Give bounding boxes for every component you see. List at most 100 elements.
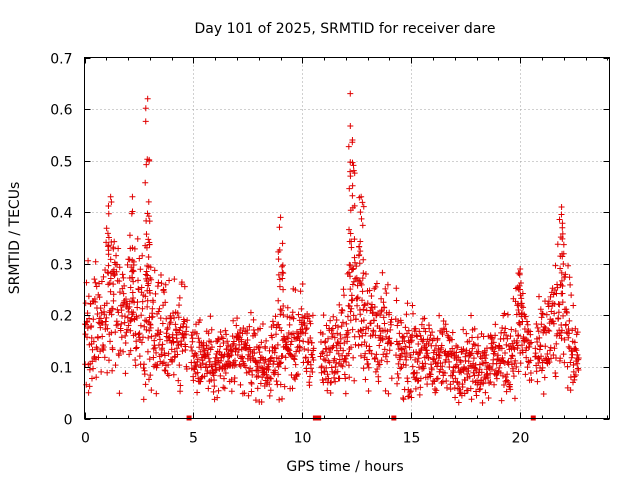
- data-point: [196, 317, 203, 324]
- data-point: [294, 371, 301, 378]
- data-point: [308, 365, 315, 372]
- data-point: [486, 380, 493, 387]
- data-point: [463, 330, 470, 337]
- data-point: [240, 325, 247, 332]
- data-point: [171, 314, 178, 321]
- data-point: [172, 321, 179, 328]
- data-point: [565, 343, 572, 350]
- data-point: [346, 238, 353, 245]
- data-point: [534, 378, 541, 385]
- data-point: [445, 353, 452, 360]
- data-point: [360, 256, 367, 263]
- data-point: [502, 349, 509, 356]
- data-point: [498, 345, 505, 352]
- data-point: [111, 272, 118, 279]
- data-point: [150, 363, 157, 370]
- data-point: [347, 317, 354, 324]
- data-point: [350, 312, 357, 319]
- data-point: [460, 346, 467, 353]
- data-point: [369, 310, 376, 317]
- data-point: [420, 325, 427, 332]
- data-point: [563, 309, 570, 316]
- data-point: [479, 399, 486, 406]
- data-point: [388, 340, 395, 347]
- data-point: [158, 280, 165, 287]
- data-point: [409, 302, 416, 309]
- data-point: [188, 344, 195, 351]
- data-point: [417, 332, 424, 339]
- data-point: [575, 355, 582, 362]
- data-point: [347, 286, 354, 293]
- data-point: [156, 331, 163, 338]
- data-point: [99, 333, 106, 340]
- data-point: [538, 353, 545, 360]
- data-point: [150, 299, 157, 306]
- data-point: [545, 298, 552, 305]
- data-point: [416, 391, 423, 398]
- data-point: [563, 308, 570, 315]
- data-point: [388, 321, 395, 328]
- data-point: [132, 362, 139, 369]
- data-point: [517, 279, 524, 286]
- data-point: [565, 262, 572, 269]
- data-point: [114, 261, 121, 268]
- data-point: [156, 336, 163, 343]
- data-point: [558, 204, 565, 211]
- data-point: [344, 313, 351, 320]
- data-point: [404, 375, 411, 382]
- data-point: [246, 323, 253, 330]
- data-point: [323, 322, 330, 329]
- data-point: [356, 333, 363, 340]
- data-point: [455, 354, 462, 361]
- data-point: [307, 334, 314, 341]
- data-point: [504, 371, 511, 378]
- data-point: [538, 367, 545, 374]
- data-point: [399, 334, 406, 341]
- data-point: [85, 293, 92, 300]
- data-point: [88, 334, 95, 341]
- data-point: [133, 344, 140, 351]
- data-point: [338, 323, 345, 330]
- data-point: [193, 363, 200, 370]
- data-point: [381, 346, 388, 353]
- data-point: [385, 390, 392, 397]
- data-point: [383, 350, 390, 357]
- data-point: [455, 399, 462, 406]
- data-point: [373, 351, 380, 358]
- data-point: [281, 383, 288, 390]
- data-point: [233, 322, 240, 329]
- data-point: [522, 347, 529, 354]
- data-point: [257, 380, 264, 387]
- data-point: [372, 354, 379, 361]
- data-point: [124, 326, 131, 333]
- data-point: [273, 378, 280, 385]
- data-point: [383, 290, 390, 297]
- data-point: [190, 353, 197, 360]
- data-point: [348, 244, 355, 251]
- data-point: [377, 312, 384, 319]
- data-point: [158, 271, 165, 278]
- data-point: [360, 203, 367, 210]
- data-point: [205, 330, 212, 337]
- data-point: [358, 281, 365, 288]
- data-point: [244, 337, 251, 344]
- data-point: [561, 359, 568, 366]
- data-point: [125, 322, 132, 329]
- data-point: [116, 264, 123, 271]
- data-point: [547, 344, 554, 351]
- data-point: [348, 305, 355, 312]
- data-point: [122, 332, 129, 339]
- data-point: [475, 372, 482, 379]
- data-point: [104, 269, 111, 276]
- data-point: [498, 397, 505, 404]
- data-point: [473, 388, 480, 395]
- data-point: [567, 359, 574, 366]
- data-point: [426, 325, 433, 332]
- data-point: [246, 368, 253, 375]
- data-point: [519, 310, 526, 317]
- data-point: [142, 179, 149, 186]
- data-point: [347, 90, 354, 97]
- data-point: [142, 242, 149, 249]
- data-point: [110, 271, 117, 278]
- data-point: [280, 286, 287, 293]
